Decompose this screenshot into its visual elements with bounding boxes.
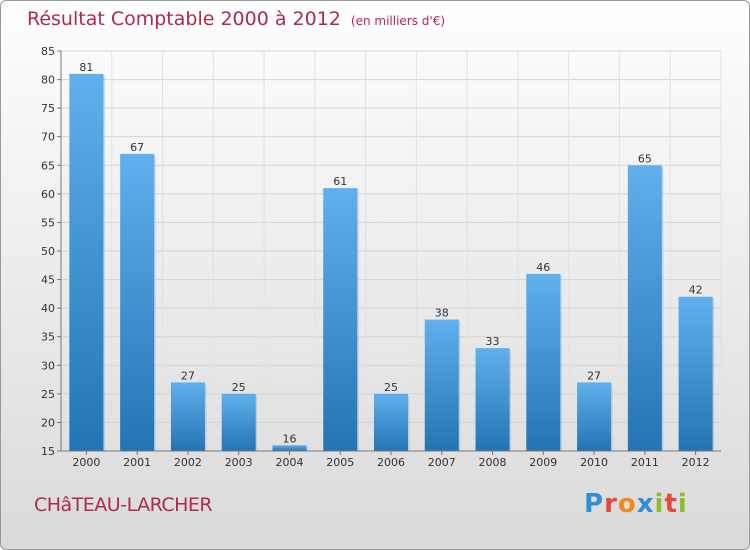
bar-value-label: 33	[486, 335, 500, 348]
bar-value-label: 38	[435, 307, 449, 320]
y-tick-label: 25	[41, 388, 55, 401]
logo-letter: r	[604, 489, 618, 519]
bar-value-label: 42	[689, 284, 703, 297]
bar	[678, 296, 713, 451]
y-tick-label: 30	[41, 359, 55, 372]
x-tick-label: 2005	[326, 456, 354, 469]
bar-value-label: 27	[587, 369, 601, 382]
x-tick-label: 2011	[631, 456, 659, 469]
y-tick-label: 85	[41, 45, 55, 58]
bar	[475, 348, 510, 451]
bar-value-label: 61	[333, 175, 347, 188]
bar	[627, 165, 662, 452]
x-tick-label: 2004	[275, 456, 303, 469]
logo-letter: P	[584, 489, 605, 519]
y-tick-label: 20	[41, 416, 55, 429]
bar	[374, 393, 408, 451]
y-tick-label: 35	[41, 331, 55, 344]
y-tick-label: 40	[41, 302, 55, 315]
chart-unit-label: (en milliers d'€)	[350, 14, 446, 28]
logo-letter: i	[654, 489, 665, 519]
bar	[272, 445, 307, 451]
x-tick-label: 2000	[72, 456, 100, 469]
x-tick-label: 2006	[377, 456, 405, 469]
x-tick-label: 2008	[479, 456, 507, 469]
x-tick-label: 2010	[580, 456, 608, 469]
y-tick-label: 15	[41, 445, 55, 458]
bar	[526, 273, 561, 451]
bar-value-label: 25	[384, 381, 398, 394]
bars: 81 67 27 25 16 61 25 38 33 46 27 65 42	[69, 61, 715, 452]
y-tick-label: 55	[41, 216, 55, 229]
bar-value-label: 25	[232, 381, 246, 394]
x-tick-label: 2007	[428, 456, 456, 469]
bar	[323, 188, 358, 451]
x-tick-label: 2001	[123, 456, 151, 469]
bar-value-label: 16	[282, 432, 296, 445]
y-tick-label: 80	[41, 74, 55, 87]
bar	[577, 382, 612, 451]
x-tick-label: 2012	[682, 456, 710, 469]
logo-letter: i	[677, 489, 688, 519]
y-tick-label: 45	[41, 274, 55, 287]
x-axis: 2000 2001 2002 2003 2004 2005 2006 2007 2008 2009…	[61, 450, 721, 469]
y-tick-label: 65	[41, 159, 55, 172]
logo-letter: o	[617, 489, 637, 519]
x-tick-label: 2009	[529, 456, 557, 469]
bar	[170, 382, 205, 451]
x-tick-label: 2002	[174, 456, 202, 469]
bar-value-label: 67	[130, 141, 144, 154]
logo-letter: t	[664, 489, 678, 519]
chart-title: Résultat Comptable 2000 à 2012	[27, 8, 341, 30]
bar-value-label: 65	[638, 152, 652, 165]
bar-value-label: 27	[181, 369, 195, 382]
y-tick-label: 50	[41, 245, 55, 258]
y-tick-label: 60	[41, 188, 55, 201]
bar	[69, 73, 104, 451]
commune-name: CHâTEAU-LARCHER	[34, 494, 213, 516]
bar-value-label: 81	[79, 61, 93, 74]
y-axis: 15 20 25 30 35 40 45 50 55 60 65 70 75 80 85	[41, 45, 62, 458]
logo-letter: x	[636, 489, 655, 519]
bar	[424, 319, 459, 451]
proxiti-logo: Proxiti	[584, 489, 688, 519]
bar-value-label: 46	[536, 261, 550, 274]
y-tick-label: 70	[41, 131, 55, 144]
y-tick-label: 75	[41, 102, 55, 115]
bar	[120, 153, 155, 451]
chart-title-block: Résultat Comptable 2000 à 2012 (en millie…	[27, 8, 445, 30]
x-tick-label: 2003	[225, 456, 253, 469]
bar	[221, 393, 256, 451]
